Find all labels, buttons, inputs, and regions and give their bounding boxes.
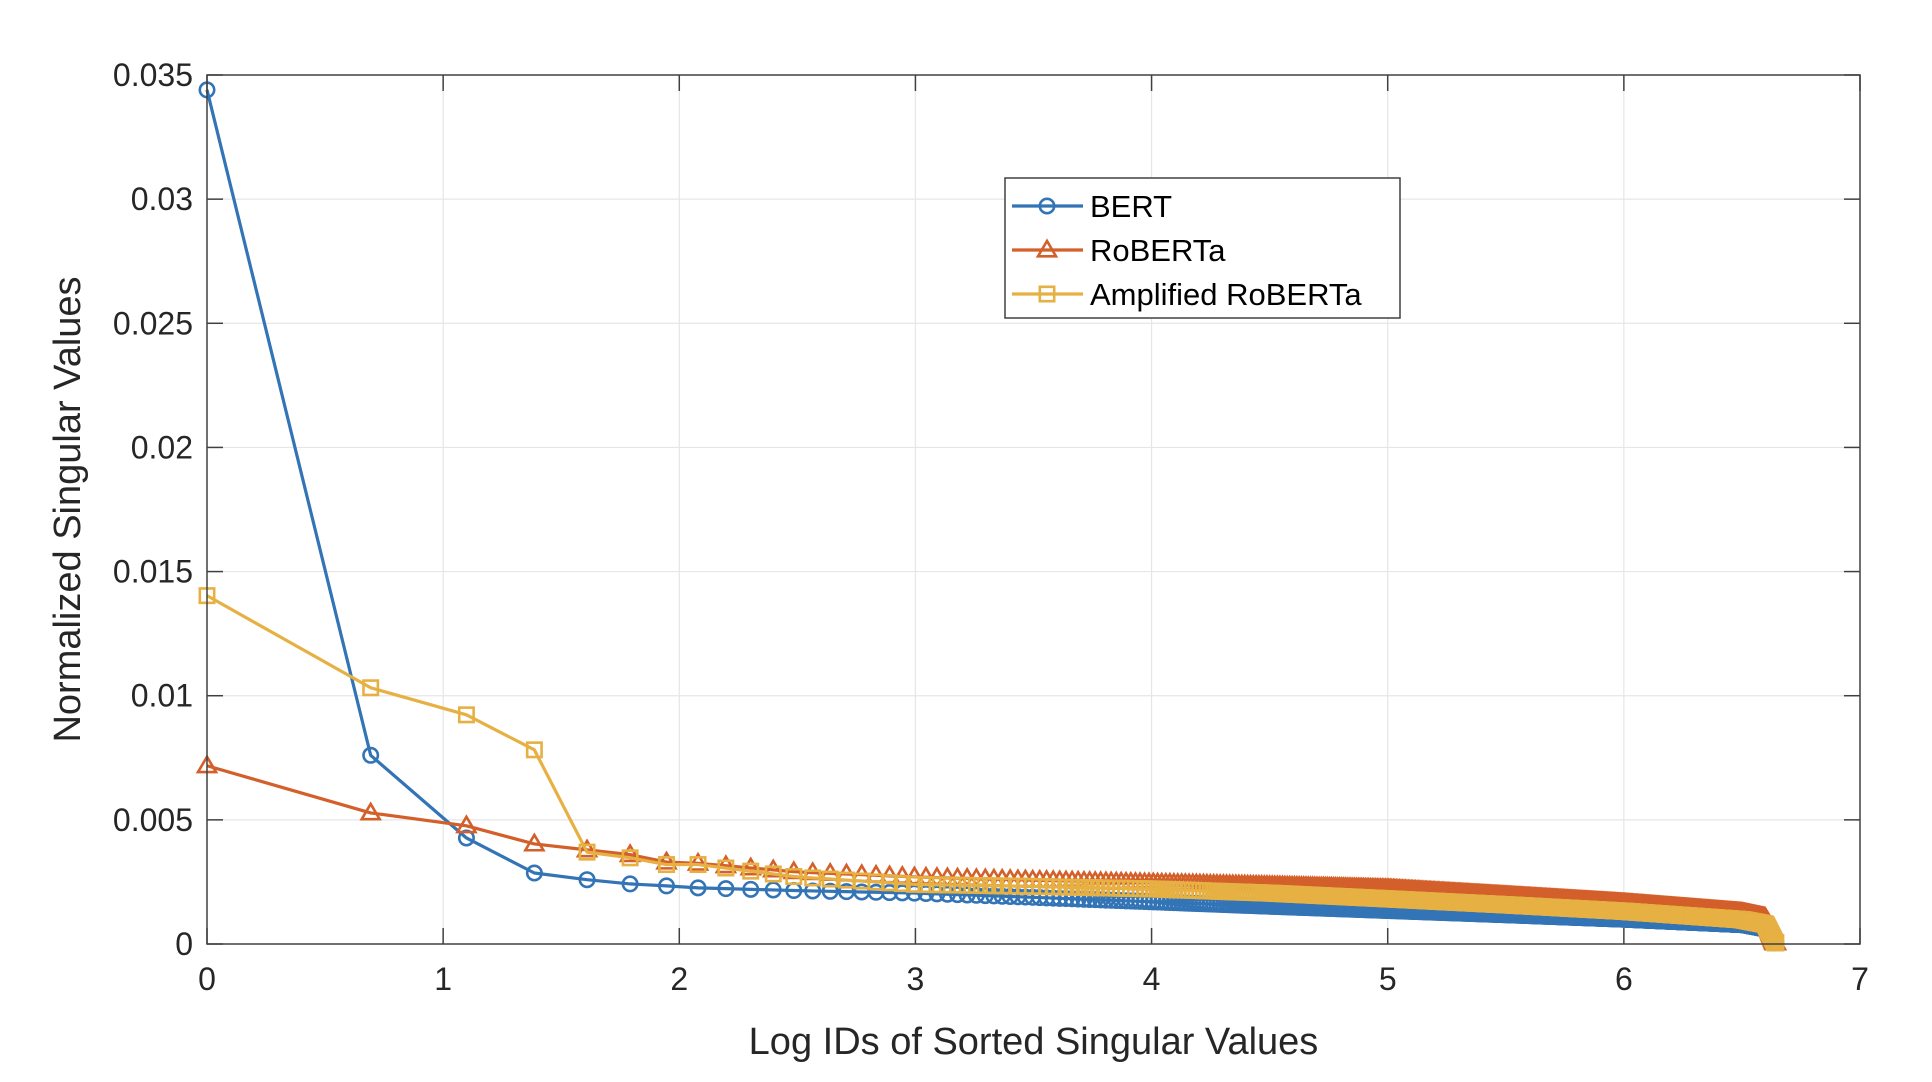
data-point-triangle (359, 801, 382, 821)
data-point-square (948, 876, 966, 894)
data-point-square (742, 862, 760, 880)
data-point-circle (804, 882, 822, 900)
data-point-square (362, 679, 380, 697)
y-axis-ticks: 0 0.005 0.01 0.015 0.02 0.025 0.03 0.035 (113, 57, 1860, 962)
data-point-triangle (714, 854, 738, 874)
x-tick-label: 7 (1851, 961, 1869, 997)
data-point-circle (967, 886, 985, 904)
data-point-triangle (686, 851, 710, 871)
legend-marker-circle (1038, 197, 1056, 215)
x-tick-label: 6 (1615, 961, 1633, 997)
x-tick-label: 0 (198, 961, 216, 997)
data-point-triangle (618, 843, 642, 863)
data-point-circle (717, 880, 735, 898)
data-point-circle (621, 875, 639, 893)
data-point-circle (1075, 890, 1093, 908)
data-point-square (457, 706, 475, 724)
data-point-circle (881, 884, 899, 902)
x-tick-label: 2 (670, 961, 688, 997)
data-point-square (893, 875, 911, 893)
x-tick-label: 4 (1143, 961, 1161, 997)
data-point-triangle (455, 814, 478, 834)
grid (207, 75, 1860, 944)
y-tick-label: 0.03 (131, 181, 193, 217)
data-point-circle (976, 887, 994, 905)
plot-frame (206, 74, 1861, 945)
data-point-square (967, 876, 985, 894)
data-point-circle (578, 871, 596, 889)
legend: BERT RoBERTa Amplified RoBERTa (1004, 177, 1401, 319)
series-layer (195, 81, 1788, 952)
data-point-circle (928, 885, 946, 903)
y-tick-label: 0.035 (113, 57, 193, 93)
data-point-triangle (575, 838, 599, 858)
data-point-circle (821, 882, 839, 900)
data-point-square (689, 856, 707, 874)
series-amplified-roberta (198, 587, 1785, 952)
data-point-square (1767, 934, 1785, 952)
series-markers (198, 587, 1785, 952)
data-point-square (804, 869, 822, 887)
data-point-square (785, 868, 803, 886)
data-point-square (976, 877, 994, 895)
y-axis-label: Normalized Singular Values (47, 276, 89, 742)
data-point-circle (917, 884, 935, 902)
data-point-square (905, 875, 923, 893)
x-axis-label: Log IDs of Sorted Singular Values (749, 1021, 1319, 1063)
data-point-circle (742, 880, 760, 898)
data-point-square (764, 865, 782, 883)
legend-label: RoBERTa (1090, 233, 1226, 268)
legend-item: BERT (1012, 189, 1172, 224)
data-point-square (821, 870, 839, 888)
y-tick-label: 0.005 (113, 802, 193, 838)
data-point-circle (938, 885, 956, 903)
data-point-square (928, 876, 946, 894)
legend-label: BERT (1090, 189, 1172, 224)
data-point-square (658, 856, 676, 874)
data-point-circle (948, 886, 966, 904)
legend-label: Amplified RoBERTa (1090, 277, 1362, 312)
data-point-triangle (523, 832, 546, 852)
data-point-square (621, 849, 639, 867)
x-tick-label: 1 (434, 961, 452, 997)
data-point-square (938, 876, 956, 894)
legend-marker-square (1038, 285, 1056, 303)
series-line (205, 89, 1778, 945)
data-point-circle (1081, 890, 1099, 908)
data-point-square (881, 874, 899, 892)
data-point-circle (525, 864, 543, 882)
data-point-circle (362, 746, 380, 764)
y-tick-label: 0.02 (131, 429, 193, 465)
axes (206, 74, 1861, 945)
data-point-square (958, 876, 976, 894)
y-tick-label: 0.025 (113, 305, 193, 341)
data-point-triangle (655, 850, 678, 870)
data-point-circle (689, 879, 707, 897)
x-tick-label: 5 (1379, 961, 1397, 997)
legend-marker-triangle (1035, 238, 1059, 258)
y-tick-label: 0 (175, 926, 193, 962)
data-point-circle (764, 881, 782, 899)
data-point-square (717, 859, 735, 877)
data-point-triangle (739, 856, 763, 876)
data-point-circle (958, 886, 976, 904)
data-point-circle (1086, 891, 1104, 909)
data-point-square (525, 741, 543, 759)
legend-item: RoBERTa (1012, 233, 1226, 268)
y-tick-label: 0.01 (131, 678, 193, 714)
x-tick-label: 3 (907, 961, 925, 997)
data-point-triangle (761, 858, 785, 878)
legend-item: Amplified RoBERTa (1012, 277, 1362, 312)
y-tick-label: 0.015 (113, 554, 193, 590)
data-point-circle (658, 877, 676, 895)
x-axis-ticks: 0 1 2 3 4 5 6 7 (198, 75, 1869, 997)
data-point-square (917, 876, 935, 894)
data-point-square (578, 843, 596, 861)
data-point-circle (457, 829, 475, 847)
